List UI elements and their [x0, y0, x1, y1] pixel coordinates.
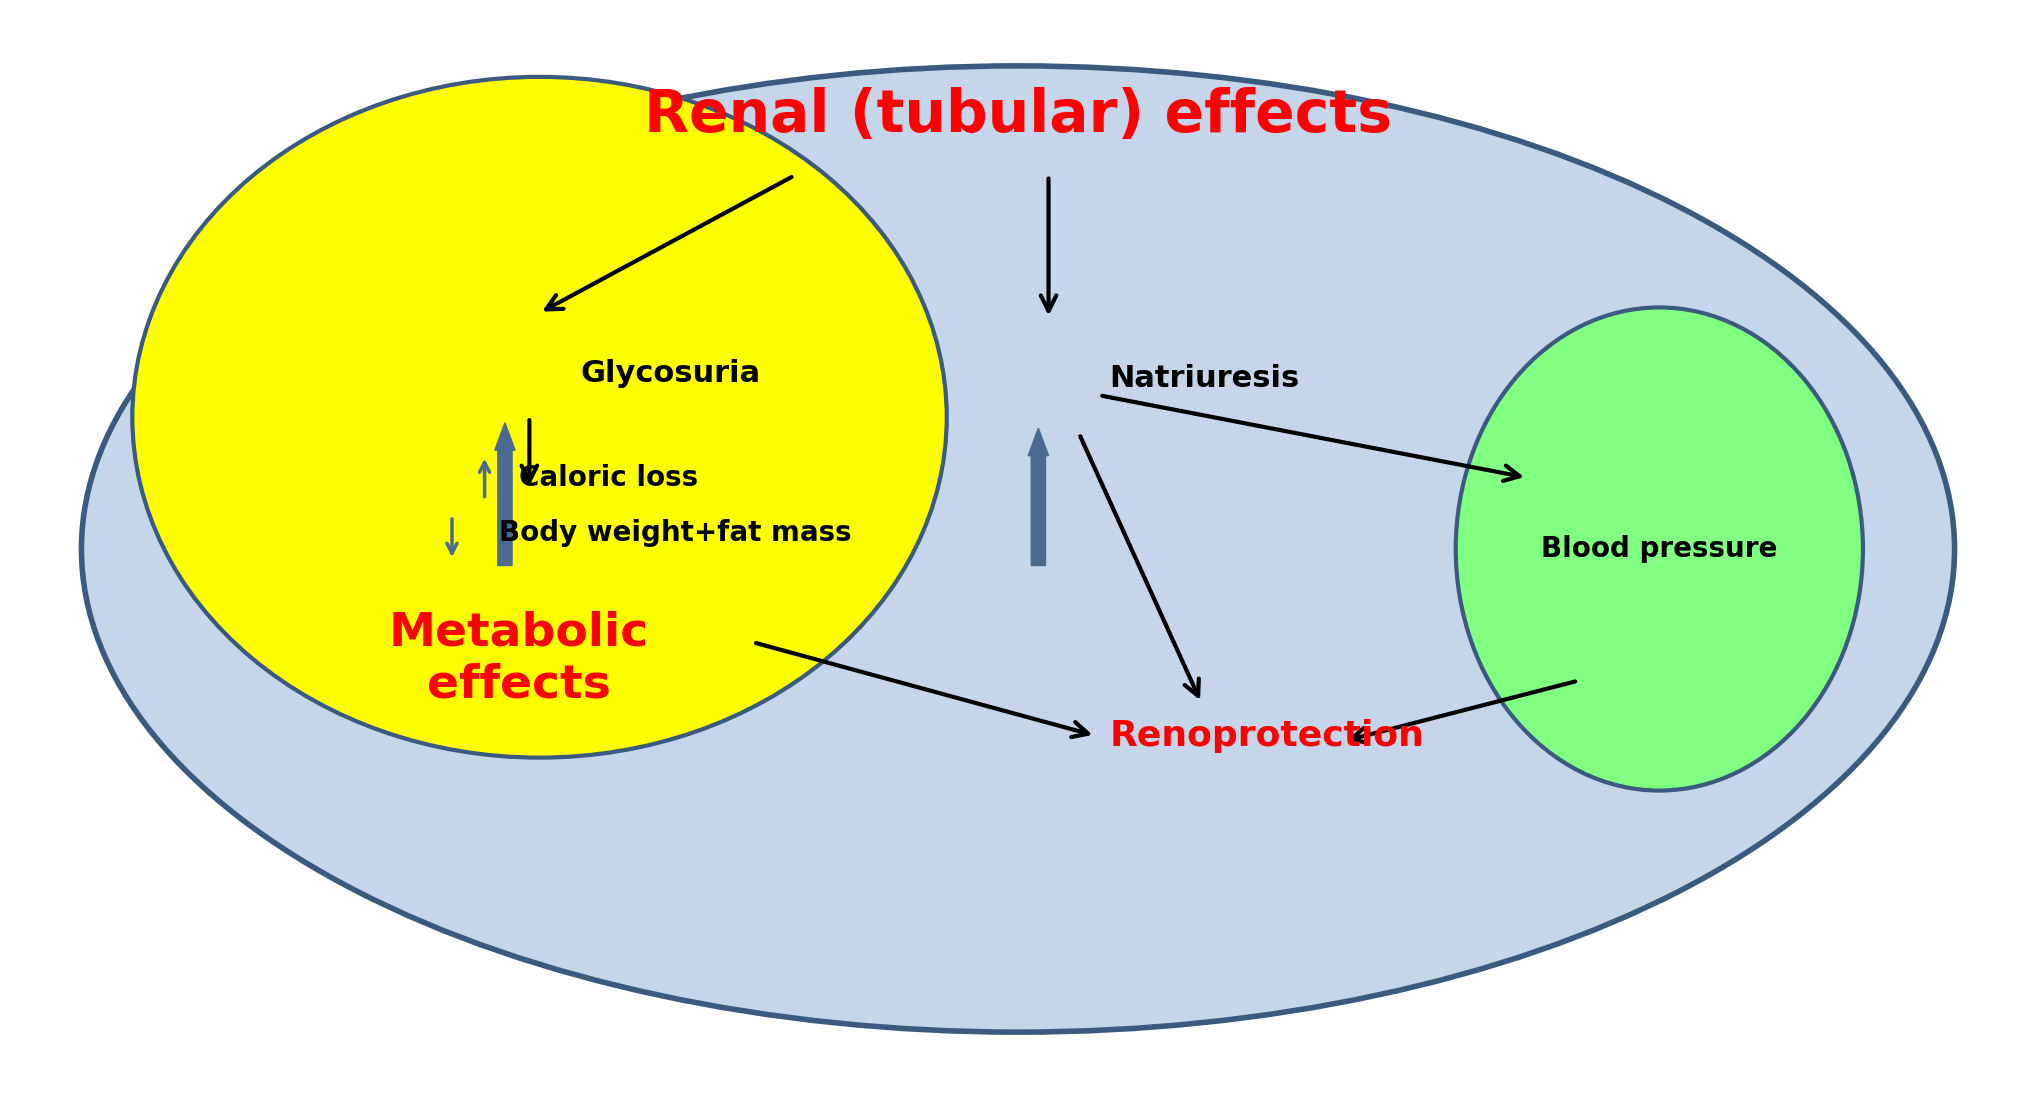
- Text: Metabolic
effects: Metabolic effects: [389, 610, 649, 707]
- FancyArrow shape: [1028, 428, 1049, 565]
- Text: Caloric loss: Caloric loss: [519, 463, 698, 492]
- Text: Blood pressure: Blood pressure: [1541, 535, 1777, 563]
- Ellipse shape: [81, 66, 1955, 1032]
- Ellipse shape: [132, 77, 947, 758]
- Text: Natriuresis: Natriuresis: [1110, 365, 1299, 393]
- FancyArrow shape: [495, 423, 515, 565]
- Text: Renal (tubular) effects: Renal (tubular) effects: [643, 87, 1393, 144]
- Text: Body weight+fat mass: Body weight+fat mass: [499, 518, 851, 547]
- Text: Glycosuria: Glycosuria: [580, 359, 759, 388]
- Text: Renoprotection: Renoprotection: [1110, 719, 1425, 752]
- Ellipse shape: [1456, 307, 1863, 791]
